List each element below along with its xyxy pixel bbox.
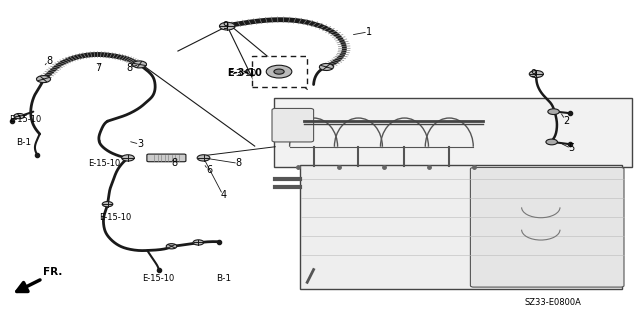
Text: E-15-10: E-15-10 xyxy=(99,213,131,222)
Text: 7: 7 xyxy=(95,63,101,73)
Text: FR.: FR. xyxy=(43,267,62,277)
Text: B-1: B-1 xyxy=(16,138,31,147)
FancyBboxPatch shape xyxy=(274,98,632,167)
Circle shape xyxy=(193,240,204,245)
Circle shape xyxy=(274,69,284,74)
FancyBboxPatch shape xyxy=(252,56,307,87)
Text: E-3-10: E-3-10 xyxy=(227,68,262,78)
Ellipse shape xyxy=(546,139,557,145)
Circle shape xyxy=(14,114,24,119)
Text: 8: 8 xyxy=(46,56,52,66)
Circle shape xyxy=(102,202,113,207)
Text: B-1: B-1 xyxy=(216,274,232,283)
Text: 8: 8 xyxy=(172,158,178,168)
Text: 9: 9 xyxy=(530,69,536,79)
Text: 6: 6 xyxy=(206,165,212,175)
Text: E-3-10: E-3-10 xyxy=(227,69,257,78)
Text: 4: 4 xyxy=(221,189,227,200)
Text: 3: 3 xyxy=(138,139,144,149)
Text: E-15-10: E-15-10 xyxy=(88,159,120,168)
Text: SZ33-E0800A: SZ33-E0800A xyxy=(525,298,582,307)
Text: 1: 1 xyxy=(366,27,372,37)
Circle shape xyxy=(197,155,210,161)
Text: 9: 9 xyxy=(223,21,229,31)
Text: 8: 8 xyxy=(236,158,242,168)
Ellipse shape xyxy=(548,109,559,115)
FancyBboxPatch shape xyxy=(470,167,624,287)
Text: E-15-10: E-15-10 xyxy=(142,274,174,283)
Circle shape xyxy=(220,22,235,30)
Circle shape xyxy=(36,76,51,83)
Circle shape xyxy=(266,65,292,78)
FancyBboxPatch shape xyxy=(272,108,314,142)
Text: 8: 8 xyxy=(127,63,133,73)
Circle shape xyxy=(122,155,134,161)
Text: 2: 2 xyxy=(563,116,570,126)
Circle shape xyxy=(529,70,543,78)
FancyBboxPatch shape xyxy=(147,154,186,162)
FancyBboxPatch shape xyxy=(300,165,622,289)
Circle shape xyxy=(166,244,177,249)
Text: 5: 5 xyxy=(568,143,575,153)
Circle shape xyxy=(319,63,333,70)
Circle shape xyxy=(132,61,147,68)
Text: E-15-10: E-15-10 xyxy=(10,115,42,124)
